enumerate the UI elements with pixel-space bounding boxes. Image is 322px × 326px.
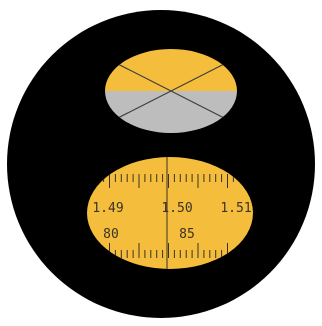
scale-background: [87, 157, 253, 269]
scale-label-1-49: 1.49: [92, 201, 123, 216]
scale-label-85: 85: [179, 227, 195, 242]
crosshair-icon: [109, 59, 233, 123]
scale-window: 1.49 1.50 1.51 80 85: [87, 157, 253, 269]
scale-label-80: 80: [103, 227, 119, 242]
scale-label-1-51: 1.51: [220, 201, 251, 216]
scale-label-1-50: 1.50: [161, 201, 192, 216]
